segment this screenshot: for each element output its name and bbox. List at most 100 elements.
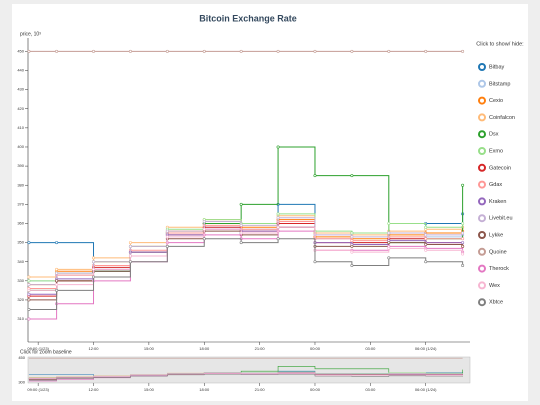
data-point	[92, 256, 96, 260]
y-tick-label: 370	[17, 201, 24, 206]
legend-label[interactable]: Coinfalcon	[489, 115, 515, 121]
data-point	[461, 244, 465, 248]
data-point	[350, 264, 354, 268]
legend-marker[interactable]	[478, 130, 486, 139]
legend-marker[interactable]	[478, 298, 486, 307]
data-point	[387, 241, 391, 245]
data-point	[424, 237, 428, 241]
data-point	[55, 283, 59, 287]
legend-marker[interactable]	[478, 163, 486, 172]
legend-marker[interactable]	[478, 180, 486, 189]
legend-title: Click to show/ hide:	[476, 41, 524, 47]
data-point	[350, 231, 354, 235]
legend-label[interactable]: Therock	[489, 266, 509, 272]
data-point	[55, 241, 59, 245]
data-point	[350, 49, 354, 53]
data-point	[424, 242, 428, 246]
legend-marker[interactable]	[478, 63, 486, 71]
y-tick-label: 410	[17, 125, 24, 130]
legend-label[interactable]: Wex	[489, 283, 500, 289]
data-point	[202, 49, 206, 53]
legend-marker[interactable]	[478, 79, 486, 88]
data-point	[202, 237, 206, 241]
legend-marker[interactable]	[478, 147, 486, 155]
data-point	[128, 49, 132, 53]
legend-marker[interactable]	[478, 264, 486, 273]
data-point	[55, 267, 59, 271]
data-point	[27, 279, 31, 283]
legend-label[interactable]: Quoine	[489, 249, 507, 255]
data-point	[424, 260, 428, 264]
data-point	[239, 241, 243, 245]
data-point	[424, 248, 428, 252]
navigator-line	[28, 372, 463, 379]
legend-label[interactable]: Bitstamp	[489, 81, 510, 87]
legend-marker[interactable]	[478, 281, 486, 290]
data-point	[27, 307, 31, 311]
legend-marker[interactable]	[478, 197, 486, 206]
y-tick-label: 430	[17, 87, 24, 92]
data-point	[313, 174, 317, 178]
data-point	[387, 231, 391, 235]
data-point	[165, 229, 169, 233]
legend-label[interactable]: Exmo	[489, 148, 503, 154]
data-point	[55, 288, 59, 292]
data-point	[165, 244, 169, 248]
data-point	[202, 227, 206, 231]
data-point	[461, 264, 465, 268]
chart-title: Bitcoin Exchange Rate	[199, 13, 297, 23]
data-point	[461, 252, 465, 256]
data-point	[387, 256, 391, 260]
legend-label[interactable]: Livebit.eu	[489, 216, 513, 222]
navigator[interactable]	[27, 356, 471, 384]
data-point	[239, 202, 243, 206]
data-point	[27, 275, 31, 279]
legend-label[interactable]: Dsx	[489, 132, 499, 138]
x-tick-label: 03:00	[365, 346, 376, 351]
x-tick-label: 21:00	[255, 346, 266, 351]
legend-label[interactable]: Bitbay	[489, 64, 505, 70]
data-point	[350, 235, 354, 239]
legend-label[interactable]: Kraken	[489, 199, 506, 205]
y-tick-label: 440	[17, 68, 24, 73]
navigator-x-tick-label: 03:00	[365, 387, 376, 392]
data-point	[165, 235, 169, 239]
navigator-y-tick-label: 450	[18, 355, 25, 360]
data-point	[128, 260, 132, 264]
data-point	[387, 246, 391, 250]
data-point	[27, 292, 31, 296]
data-point	[350, 174, 354, 178]
legend-label[interactable]: Cexio	[489, 98, 503, 104]
legend-marker[interactable]	[478, 214, 486, 223]
data-point	[461, 183, 465, 187]
data-point	[461, 241, 465, 245]
data-point	[387, 221, 391, 225]
data-point	[128, 244, 132, 248]
legend-marker[interactable]	[478, 231, 486, 239]
data-point	[276, 216, 280, 220]
legend-marker[interactable]	[478, 113, 486, 122]
navigator-x-tick-label: 21:00	[255, 387, 266, 392]
navigator-label: Click for zoom baseline	[20, 349, 72, 355]
y-tick-label: 420	[17, 106, 24, 111]
data-point	[350, 244, 354, 248]
legend-label[interactable]: Xbtce	[489, 300, 503, 306]
data-point	[92, 267, 96, 271]
legend-label[interactable]: Lykke	[489, 232, 503, 238]
y-tick-label: 340	[17, 259, 24, 264]
data-point	[350, 250, 354, 254]
data-point	[350, 239, 354, 243]
data-point	[313, 49, 317, 53]
legend-marker[interactable]	[478, 247, 486, 256]
legend-label[interactable]: Gdax	[489, 182, 502, 188]
data-point	[27, 283, 31, 287]
data-point	[239, 223, 243, 227]
data-point	[276, 225, 280, 229]
data-point	[55, 279, 59, 283]
navigator-x-tick-label: 12:00	[89, 387, 100, 392]
data-point	[55, 49, 59, 53]
data-point	[276, 145, 280, 149]
data-point	[461, 221, 465, 225]
legend-marker[interactable]	[478, 96, 486, 105]
legend-label[interactable]: Gatecoin	[489, 165, 511, 171]
